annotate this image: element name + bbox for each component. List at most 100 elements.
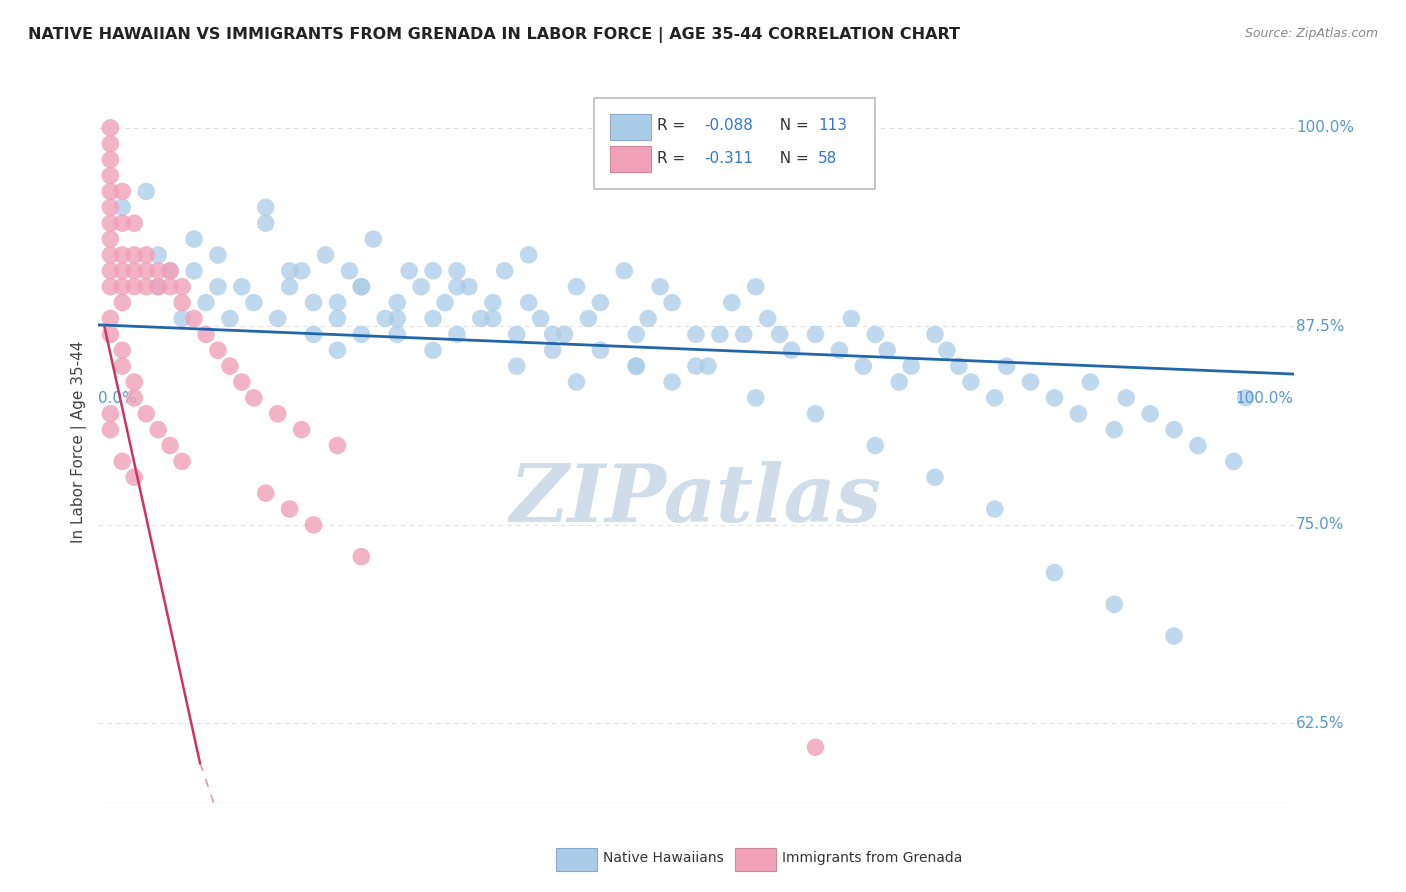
Point	[626, 359, 648, 373]
Point	[148, 264, 170, 278]
Point	[745, 391, 768, 405]
Text: N =: N =	[770, 151, 814, 166]
Point	[1139, 407, 1161, 421]
Point	[1163, 423, 1185, 437]
Point	[135, 279, 157, 293]
Point	[565, 375, 588, 389]
Point	[172, 454, 194, 468]
Point	[768, 327, 790, 342]
Point	[98, 185, 122, 199]
Point	[243, 391, 266, 405]
Point	[865, 327, 887, 342]
Point	[111, 248, 134, 262]
Point	[207, 248, 229, 262]
Point	[135, 248, 157, 262]
Point	[626, 327, 648, 342]
Point	[1234, 391, 1257, 405]
Point	[578, 311, 600, 326]
Point	[111, 279, 134, 293]
Text: NATIVE HAWAIIAN VS IMMIGRANTS FROM GRENADA IN LABOR FORCE | AGE 35-44 CORRELATIO: NATIVE HAWAIIAN VS IMMIGRANTS FROM GRENA…	[28, 27, 960, 43]
Point	[1080, 375, 1102, 389]
Point	[517, 248, 540, 262]
Point	[434, 295, 457, 310]
Point	[446, 264, 468, 278]
Point	[159, 264, 181, 278]
Point	[219, 311, 242, 326]
Point	[1223, 454, 1246, 468]
Point	[267, 407, 290, 421]
Point	[326, 438, 349, 452]
Point	[159, 264, 181, 278]
Text: -0.311: -0.311	[704, 151, 754, 166]
Point	[995, 359, 1018, 373]
Point	[98, 153, 122, 167]
Point	[446, 327, 468, 342]
Text: -0.088: -0.088	[704, 119, 754, 133]
Point	[148, 279, 170, 293]
Point	[697, 359, 720, 373]
Point	[936, 343, 959, 358]
Point	[98, 264, 122, 278]
Point	[231, 279, 253, 293]
Point	[446, 279, 468, 293]
Point	[865, 438, 887, 452]
Point	[948, 359, 970, 373]
Point	[804, 740, 827, 755]
Text: 100.0%: 100.0%	[1296, 120, 1354, 136]
Point	[984, 502, 1007, 516]
Text: 62.5%: 62.5%	[1296, 716, 1344, 731]
Text: R =: R =	[657, 119, 690, 133]
Text: 100.0%: 100.0%	[1236, 391, 1294, 406]
Point	[685, 359, 707, 373]
Point	[98, 407, 122, 421]
FancyBboxPatch shape	[557, 847, 596, 871]
FancyBboxPatch shape	[610, 113, 651, 139]
Point	[661, 375, 683, 389]
Point	[267, 311, 290, 326]
Point	[924, 327, 946, 342]
Point	[135, 407, 157, 421]
Point	[231, 375, 253, 389]
Point	[1115, 391, 1137, 405]
Point	[183, 264, 205, 278]
Point	[661, 295, 683, 310]
Point	[398, 264, 420, 278]
Point	[828, 343, 851, 358]
Point	[422, 311, 444, 326]
Point	[148, 248, 170, 262]
Point	[541, 343, 564, 358]
Point	[374, 311, 396, 326]
Point	[589, 295, 612, 310]
Point	[159, 279, 181, 293]
Text: Immigrants from Grenada: Immigrants from Grenada	[782, 852, 962, 865]
Point	[135, 264, 157, 278]
Point	[721, 295, 744, 310]
Text: 87.5%: 87.5%	[1296, 319, 1344, 334]
Point	[506, 327, 529, 342]
Text: R =: R =	[657, 151, 690, 166]
Point	[111, 264, 134, 278]
Point	[876, 343, 898, 358]
Point	[411, 279, 433, 293]
Point	[111, 454, 134, 468]
Point	[481, 295, 505, 310]
Point	[422, 264, 444, 278]
Point	[350, 279, 373, 293]
Point	[589, 343, 612, 358]
Point	[98, 232, 122, 246]
FancyBboxPatch shape	[595, 98, 876, 189]
Point	[517, 295, 540, 310]
Point	[278, 264, 301, 278]
Point	[124, 279, 146, 293]
Point	[98, 279, 122, 293]
Point	[326, 311, 349, 326]
Point	[385, 327, 409, 342]
Point	[1067, 407, 1090, 421]
Point	[98, 169, 122, 183]
Point	[124, 391, 146, 405]
Point	[135, 185, 157, 199]
Point	[254, 486, 277, 500]
Point	[124, 248, 146, 262]
Point	[900, 359, 922, 373]
Y-axis label: In Labor Force | Age 35-44: In Labor Force | Age 35-44	[72, 341, 87, 542]
